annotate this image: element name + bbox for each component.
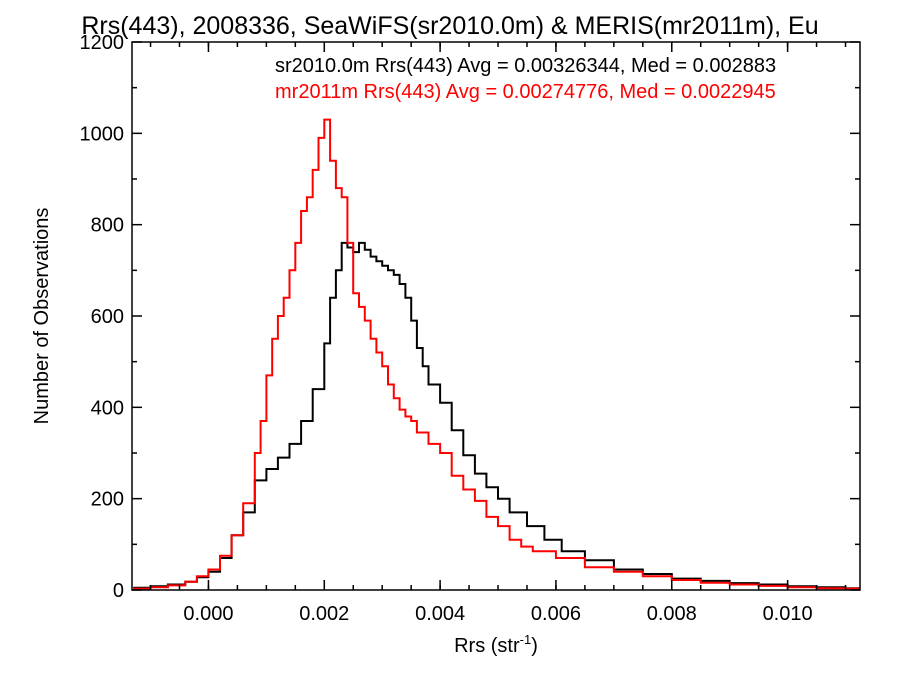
y-tick-label: 600 bbox=[91, 306, 124, 328]
series-line-mr2011 bbox=[133, 118, 860, 590]
x-axis-label-text: Rrs (str bbox=[454, 635, 520, 657]
y-tick-label: 1000 bbox=[80, 123, 125, 145]
x-tick-label: 0.006 bbox=[531, 603, 581, 625]
y-axis-label: Number of Observations bbox=[31, 208, 53, 425]
x-tick-label: 0.002 bbox=[299, 603, 349, 625]
y-tick-label: 400 bbox=[91, 397, 124, 419]
x-tick-label: 0.004 bbox=[415, 603, 465, 625]
y-tick-label: 200 bbox=[91, 489, 124, 511]
y-tick-label: 0 bbox=[113, 580, 124, 602]
x-tick-label: 0.010 bbox=[763, 603, 813, 625]
x-axis-label-superscript: -1 bbox=[520, 632, 532, 647]
x-tick-label: 0.008 bbox=[647, 603, 697, 625]
x-axis-label-close: ) bbox=[531, 635, 538, 657]
chart-title: Rrs(443), 2008336, SeaWiFS(sr2010.0m) & … bbox=[81, 12, 818, 40]
series-line-sr2010 bbox=[133, 241, 860, 590]
y-tick-label: 1200 bbox=[80, 32, 125, 54]
plot-frame bbox=[131, 41, 861, 591]
y-tick-label: 800 bbox=[91, 215, 124, 237]
x-axis-label: Rrs (str-1) bbox=[454, 632, 538, 657]
series-layer bbox=[133, 118, 860, 590]
axis-ticks: 0.000 0.002 0.004 0.006 0.008 0.010 0 200 400 600… bbox=[80, 32, 860, 625]
legend-entry-sr2010: sr2010.0m Rrs(443) Avg = 0.00326344, Med… bbox=[275, 55, 776, 77]
x-tick-label: 0.000 bbox=[183, 603, 233, 625]
legend-entry-mr2011: mr2011m Rrs(443) Avg = 0.00274776, Med =… bbox=[275, 81, 776, 103]
